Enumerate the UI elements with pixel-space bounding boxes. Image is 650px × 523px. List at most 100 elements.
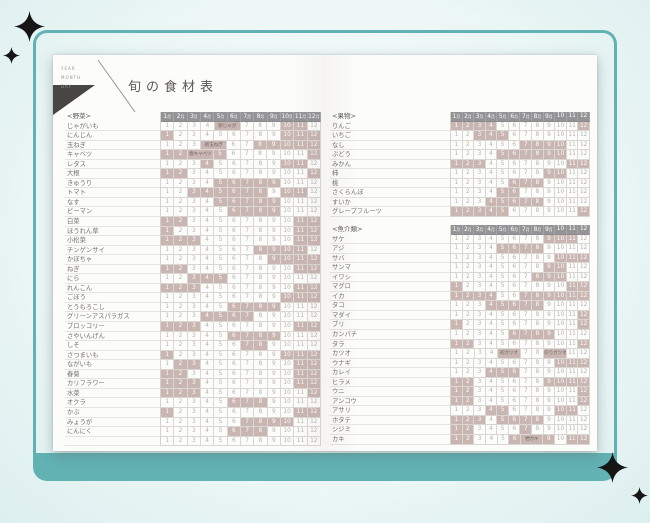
month-cell: 12 xyxy=(307,331,321,342)
month-cell: 6 xyxy=(508,377,521,388)
month-cell: 1 xyxy=(161,360,175,370)
month-cell: 10 xyxy=(555,368,567,378)
row-label: ウニ xyxy=(330,387,450,397)
in-season-cell: 7 xyxy=(240,398,255,408)
month-cell: 2 xyxy=(462,244,475,254)
in-season-cell: 5 xyxy=(213,150,228,160)
month-cell: 10 xyxy=(555,207,567,218)
month-cell: 10 xyxy=(555,301,567,311)
month-cell: 9 xyxy=(267,264,281,275)
month-cell: 10 xyxy=(280,331,295,342)
month-cell: 11 xyxy=(294,427,308,437)
in-season-cell: 8 xyxy=(254,341,268,351)
in-season-cell: 1 xyxy=(451,159,463,170)
month-header-cell: 3月 xyxy=(474,112,486,122)
in-season-cell: 1 xyxy=(161,131,175,141)
month-cell: 8 xyxy=(254,264,268,275)
month-cell: 9 xyxy=(543,197,556,208)
month-cell: 11 xyxy=(566,207,579,218)
month-cell: 1 xyxy=(161,417,175,428)
month-cell: 5 xyxy=(214,331,228,342)
in-season-cell: 10 xyxy=(555,377,567,388)
month-cell: 2 xyxy=(462,253,475,264)
in-season-cell: 5 xyxy=(497,406,509,416)
month-cell: 5 xyxy=(497,339,509,350)
month-cell: 9 xyxy=(543,425,556,436)
month-cell: 11 xyxy=(566,425,579,436)
month-cells: 1 2 3 4 5 6 7 8 9 10 11 12 xyxy=(160,245,321,256)
month-cell: 12 xyxy=(307,245,321,256)
in-season-cell: 2 xyxy=(462,415,475,426)
month-cell: 5 xyxy=(497,121,509,132)
month-cells: 1 2 3 4 5 6 7 8 9 10 11 12 xyxy=(450,121,590,132)
row-label: サケ xyxy=(330,235,450,245)
month-cell: 4 xyxy=(200,331,215,342)
month-cells: 1 2 3 4 5 6 7 8 9 10 11 12 xyxy=(450,244,590,254)
month-cell: 4 xyxy=(485,415,498,426)
in-season-cell: 8 xyxy=(254,245,268,256)
month-cell: 3 xyxy=(474,310,486,321)
month-cell: 4 xyxy=(485,188,498,198)
in-season-cell: 11 xyxy=(294,245,308,256)
month-cell: 12 xyxy=(578,272,590,283)
month-cell: 4 xyxy=(200,322,215,332)
month-cell: 7 xyxy=(240,236,255,246)
month-cell: 2 xyxy=(174,312,188,323)
month-cell: 5 xyxy=(497,263,509,273)
in-season-cell: 1 xyxy=(161,369,175,380)
in-season-cell: 8 xyxy=(254,417,268,428)
month-cell: 2 xyxy=(174,245,188,256)
month-cell: 5 xyxy=(214,388,228,399)
in-season-cell: 7 xyxy=(240,178,255,189)
in-season-cell: 8 xyxy=(253,140,268,151)
row-label: タラ xyxy=(330,340,450,350)
month-cell: 10 xyxy=(280,264,295,275)
in-season-cell: 11 xyxy=(566,253,579,264)
row-label: 大根 xyxy=(65,169,160,179)
month-cell: 6 xyxy=(508,207,521,218)
month-cells: 1 2 3 4 5 6 岩ガキ 9 10 11 12 xyxy=(450,435,591,445)
in-season-cell: 2 xyxy=(174,388,188,399)
in-season-cell: 6 xyxy=(508,197,521,208)
month-cell: 6 xyxy=(227,417,241,428)
month-cell: 4 xyxy=(485,282,498,292)
in-season-cell: 3 xyxy=(187,274,201,284)
row-label: ながいも xyxy=(65,360,160,370)
in-season-cell: 11 xyxy=(566,291,579,302)
month-cells: 1 2 3 4 5 6 7 8 9 10 11 12 xyxy=(450,358,590,369)
corner-date-labels: YEAR MONTH DAY xyxy=(61,64,81,91)
month-cell: 10 xyxy=(555,435,567,445)
in-season-cell: 11 xyxy=(294,255,308,265)
row-label: ごぼう xyxy=(65,293,160,303)
month-cell: 7 xyxy=(520,263,533,273)
table-row: 小松菜 1 2 3 4 5 6 7 8 9 10 11 12 xyxy=(65,236,321,246)
in-season-cell: 2 xyxy=(174,360,188,370)
month-cells: 1 2 3 4 5 6 7 8 9 10 11 12 xyxy=(450,377,590,388)
month-header-cell: 7月 xyxy=(240,112,255,122)
month-cell: 11 xyxy=(294,436,308,447)
in-season-cell: 12 xyxy=(578,207,590,218)
month-cell: 8 xyxy=(254,407,268,418)
month-cell: 2 xyxy=(174,293,188,303)
in-season-cell: 1 xyxy=(161,350,175,361)
month-cell: 3 xyxy=(474,435,487,445)
in-season-cell: 12 xyxy=(307,379,321,389)
corner-month-label: MONTH xyxy=(61,75,82,80)
month-cell: 9 xyxy=(267,407,281,418)
month-cell: 2 xyxy=(174,407,188,418)
month-cell: 3 xyxy=(474,188,486,198)
month-cell: 1 xyxy=(161,331,175,342)
month-cell: 5 xyxy=(214,245,228,256)
month-cell: 11 xyxy=(566,131,579,141)
month-cell: 10 xyxy=(555,131,567,141)
month-header-cell: 2月 xyxy=(462,225,475,235)
in-season-cell: 10 xyxy=(555,272,567,283)
row-label: ホタテ xyxy=(330,416,450,426)
month-cells: 1 2 3 4 5 6 7 8 9 10 11 12 xyxy=(450,291,590,302)
month-cell: 2 xyxy=(462,263,475,273)
month-cell: 1 xyxy=(451,197,463,208)
row-label: 白菜 xyxy=(65,217,160,227)
month-cell: 3 xyxy=(474,253,486,264)
in-season-cell: 4 xyxy=(485,121,498,132)
month-cell: 1 xyxy=(451,234,463,245)
